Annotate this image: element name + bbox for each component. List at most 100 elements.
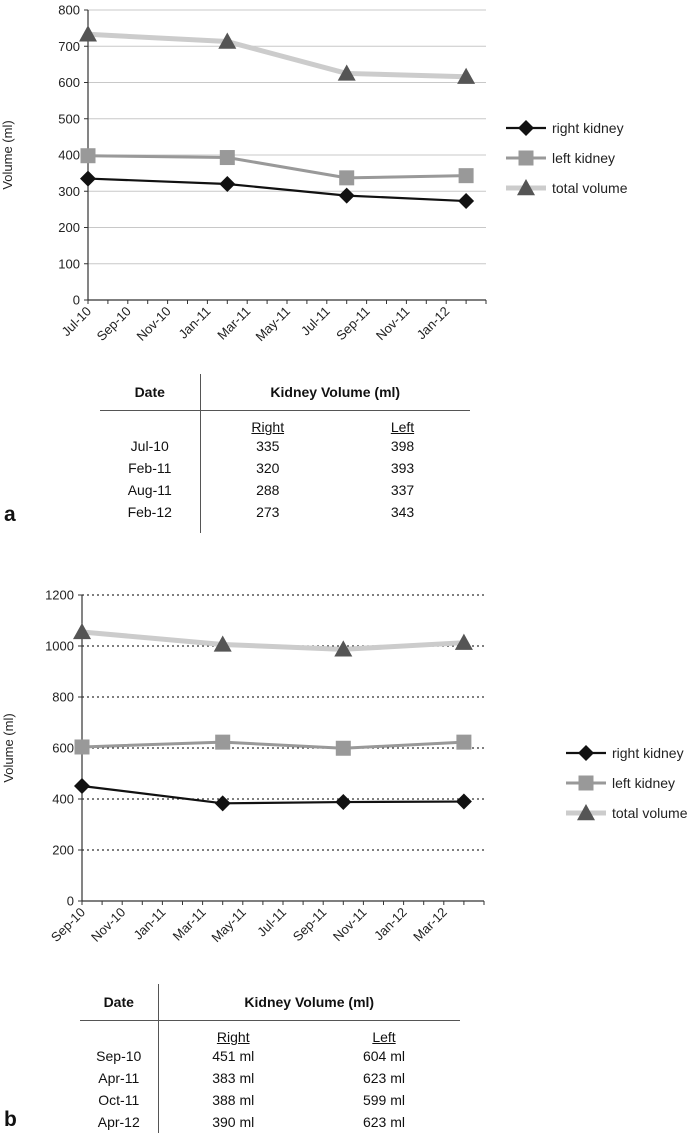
row-date: Apr-12 [80,1111,159,1133]
data-point-right-kidney [338,187,355,204]
y-tick-label: 0 [67,894,74,909]
data-point-left-kidney [215,734,231,750]
date-header: Date [80,984,159,1021]
panel-label-b: b [4,1108,17,1131]
x-tick-label: Jan-11 [175,304,213,342]
y-tick-label: 700 [58,39,80,54]
kidney-volume-header: Kidney Volume (ml) [158,984,460,1021]
x-tick-label: Jan-12 [414,304,453,343]
row-date: Oct-11 [80,1089,159,1111]
row-date: Sep-10 [80,1045,159,1067]
table-row: Feb-11 320 393 [100,457,470,479]
y-axis-label: Volume (ml) [0,120,15,189]
row-date: Apr-11 [80,1067,159,1089]
legend-marker [518,120,534,136]
data-point-total-volume [337,64,356,81]
row-date: Feb-11 [100,457,201,479]
x-tick-label: Mar-11 [214,304,253,343]
row-right: 451 ml [212,1048,255,1064]
y-tick-label: 1200 [45,588,74,603]
legend-marker [578,745,594,761]
table-row: Feb-12 273 343 [100,501,470,523]
legend-marker [518,150,534,166]
x-tick-label: Mar-12 [410,905,450,945]
row-left: 337 [390,482,415,498]
row-left: 343 [390,504,415,520]
y-tick-label: 500 [58,111,80,126]
x-tick-label: Mar-11 [170,905,209,944]
data-point-right-kidney [458,193,475,210]
row-right: 383 ml [212,1070,255,1086]
table-row: Apr-12 390 ml 623 ml [80,1111,460,1133]
row-left: 623 ml [362,1070,406,1086]
row-right: 388 ml [212,1092,255,1108]
x-tick-label: May-11 [208,905,249,946]
right-header: Right [251,419,285,435]
legend-label: right kidney [612,745,684,761]
y-tick-label: 200 [52,843,74,858]
x-tick-label: Nov-11 [373,304,413,344]
right-header: Right [216,1029,250,1045]
data-point-left-kidney [219,150,235,166]
y-tick-label: 300 [58,184,80,199]
data-point-total-volume [457,67,476,84]
data-point-right-kidney [214,795,231,812]
row-right: 335 [256,438,280,454]
panel-label-a: a [4,503,16,526]
legend-label: left kidney [612,775,675,791]
x-tick-label: Sep-11 [333,304,373,344]
data-point-left-kidney [458,168,474,184]
left-header: Left [372,1029,396,1045]
data-point-left-kidney [339,170,355,186]
row-left: 599 ml [362,1092,406,1108]
data-point-right-kidney [80,170,96,187]
series-line-right-kidney [81,784,464,805]
y-tick-label: 1000 [45,639,74,654]
kidney-volume-table-b: Date Kidney Volume (ml) Right Left Sep-1… [80,984,460,1133]
x-tick-label: Nov-11 [330,905,370,945]
data-point-right-kidney [219,176,236,192]
data-point-left-kidney [80,148,96,164]
data-point-total-volume [213,635,232,652]
date-header: Date [100,374,201,411]
x-tick-label: Jul-11 [254,905,289,940]
left-header: Left [390,419,415,435]
x-tick-label: Nov-10 [133,304,173,344]
x-tick-label: Jul-11 [298,304,333,339]
legend-label: total volume [612,805,688,821]
data-point-total-volume [73,622,91,640]
kidney-volume-table-a: Date Kidney Volume (ml) Right Left Jul-1… [100,374,470,533]
x-tick-label: Jan-11 [130,905,168,943]
y-tick-label: 100 [58,256,80,271]
legend-label: right kidney [552,120,624,136]
data-point-total-volume [218,32,237,49]
y-tick-label: 400 [58,148,80,163]
x-tick-label: Sep-10 [94,304,134,344]
data-point-total-volume [79,25,97,42]
series-line-left-kidney [81,740,464,750]
table-row: Jul-10 335 398 [100,435,470,457]
table-row: Aug-11 288 337 [100,479,470,501]
row-right: 273 [256,504,280,520]
row-right: 320 [256,460,280,476]
x-tick-label: Jan-12 [371,905,410,944]
row-date: Feb-12 [100,501,201,523]
legend-label: left kidney [552,150,615,166]
legend-marker [517,179,535,196]
legend-marker [578,775,594,791]
y-tick-label: 800 [52,690,74,705]
table-row: Sep-10 451 ml 604 ml [80,1045,460,1067]
row-right: 288 [256,482,280,498]
table-row: Apr-11 383 ml 623 ml [80,1067,460,1089]
row-date: Aug-11 [100,479,201,501]
y-tick-label: 200 [58,220,80,235]
row-date: Jul-10 [100,435,201,457]
y-tick-label: 600 [58,75,80,90]
data-point-right-kidney [74,777,90,794]
y-tick-label: 0 [73,293,80,308]
row-right: 390 ml [212,1114,255,1130]
series-line-left-kidney [87,154,467,180]
data-point-left-kidney [335,740,351,756]
